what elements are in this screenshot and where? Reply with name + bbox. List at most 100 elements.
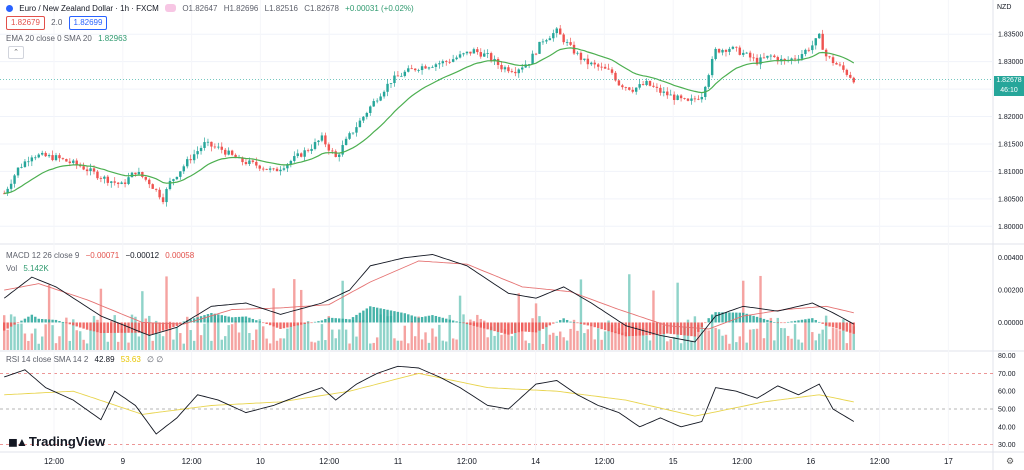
macd-histogram-bar xyxy=(393,311,396,323)
settings-gear-icon[interactable]: ⚙ xyxy=(1006,456,1015,466)
volume-bar xyxy=(521,323,524,350)
candle-body xyxy=(666,91,669,96)
macd-histogram-bar xyxy=(413,316,417,323)
ohlc-high: H1.82696 xyxy=(223,4,259,13)
macd-histogram-bar xyxy=(13,322,16,325)
volume-bar xyxy=(137,336,141,350)
volume-bar xyxy=(89,329,92,350)
sell-price-box[interactable]: 1.82679 xyxy=(6,16,45,30)
volume-bar xyxy=(265,338,268,350)
macd-histogram-bar xyxy=(748,314,752,323)
macd-histogram-bar xyxy=(137,322,141,333)
volume-bar xyxy=(337,329,341,350)
ema-value: 1.82963 xyxy=(98,34,127,43)
volume-label[interactable]: Vol xyxy=(6,264,18,273)
macd-histogram-bar xyxy=(65,322,68,324)
candle-body xyxy=(745,52,748,54)
volume-bar xyxy=(248,333,251,350)
time-axis-label: 16 xyxy=(806,457,815,466)
macd-histogram-bar xyxy=(168,322,172,329)
volume-bar xyxy=(103,330,106,350)
volume-bar xyxy=(234,320,237,350)
candle-body xyxy=(13,175,16,184)
volume-bar xyxy=(745,342,748,350)
candle-body xyxy=(514,71,517,74)
collapse-chevron-icon[interactable]: ⌃ xyxy=(8,46,24,59)
rsi-sma-value: 53.63 xyxy=(120,355,141,364)
candle-body xyxy=(748,52,752,58)
macd-histogram-bar xyxy=(148,322,151,336)
dot-icon[interactable] xyxy=(165,4,177,12)
candle-body xyxy=(489,53,493,61)
candle-body xyxy=(30,157,34,162)
macd-histogram-bar xyxy=(852,322,855,334)
volume-bar xyxy=(303,322,306,350)
candle-body xyxy=(562,34,565,43)
volume-bar xyxy=(448,314,451,350)
macd-histogram-bar xyxy=(279,322,282,329)
macd-axis-tick: 0.00400 xyxy=(998,255,1023,262)
candle-body xyxy=(814,38,817,46)
macd-histogram-bar xyxy=(420,316,424,323)
macd-histogram-bar xyxy=(793,320,797,323)
candle-body xyxy=(386,83,389,92)
candle-body xyxy=(344,138,348,146)
macd-histogram-bar xyxy=(244,316,248,323)
volume-bar xyxy=(400,340,403,350)
volume-bar xyxy=(179,333,182,350)
macd-histogram-bar xyxy=(672,322,676,335)
volume-bar xyxy=(403,325,407,350)
volume-bar xyxy=(30,333,34,350)
buy-price-box[interactable]: 1.82699 xyxy=(68,16,108,30)
volume-bar xyxy=(603,331,607,350)
candle-body xyxy=(192,154,196,161)
candle-body xyxy=(396,75,400,77)
volume-bar xyxy=(192,340,196,350)
macd-histogram-bar xyxy=(569,321,572,323)
macd-histogram-bar xyxy=(241,316,244,323)
rsi-line xyxy=(4,365,855,435)
volume-bar xyxy=(272,288,275,350)
symbol-title[interactable]: Euro / New Zealand Dollar · 1h · FXCM xyxy=(19,4,159,13)
candle-body xyxy=(75,160,78,165)
candle-body xyxy=(507,67,510,72)
volume-bar xyxy=(262,326,265,350)
volume-bar xyxy=(818,333,821,350)
macd-label[interactable]: MACD 12 26 close 9 xyxy=(6,251,80,260)
macd-histogram-bar xyxy=(842,322,845,331)
candle-body xyxy=(217,146,220,148)
candle-body xyxy=(835,63,838,65)
macd-histogram-bar xyxy=(624,322,628,337)
volume-bar xyxy=(206,319,210,350)
macd-histogram-bar xyxy=(47,319,51,323)
candle-body xyxy=(645,80,648,85)
candle-body xyxy=(638,84,641,88)
candle-body xyxy=(451,59,455,62)
macd-histogram-bar xyxy=(72,322,75,326)
macd-histogram-bar xyxy=(158,322,161,332)
tradingview-logo[interactable]: ◼▲ TradingView xyxy=(8,434,105,449)
macd-histogram-bar xyxy=(717,312,721,323)
macd-histogram-bar xyxy=(68,322,72,325)
candle-body xyxy=(27,161,30,163)
ema-label[interactable]: EMA 20 close 0 SMA 20 xyxy=(6,34,92,43)
volume-bar xyxy=(824,315,828,350)
macd-histogram-bar xyxy=(555,321,558,323)
symbol-icon xyxy=(6,5,13,12)
candle-body xyxy=(849,74,852,78)
volume-bar xyxy=(286,328,289,350)
macd-signal-value: 0.00058 xyxy=(165,251,195,260)
macd-histogram-bar xyxy=(248,317,251,323)
volume-bar xyxy=(835,329,838,350)
candle-body xyxy=(320,135,324,141)
candle-body xyxy=(9,183,13,189)
volume-bar xyxy=(517,293,520,350)
macd-histogram-bar xyxy=(262,322,265,324)
candle-body xyxy=(541,41,545,43)
rsi-label[interactable]: RSI 14 close SMA 14 2 xyxy=(6,355,89,364)
candle-body xyxy=(172,179,175,181)
macd-histogram-bar xyxy=(78,322,82,328)
candle-body xyxy=(127,177,130,184)
macd-histogram-bar xyxy=(814,320,817,323)
